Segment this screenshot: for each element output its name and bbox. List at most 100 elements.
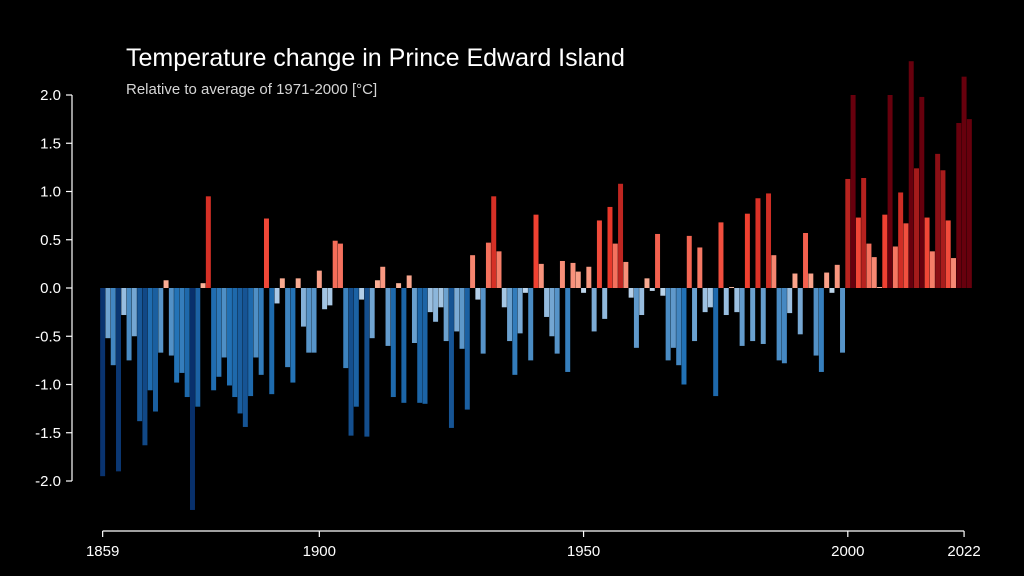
bar-1882 [221, 288, 227, 358]
bar-1872 [168, 288, 174, 356]
bar-1864 [126, 288, 132, 361]
bar-1900 [316, 270, 322, 288]
bar-1893 [279, 278, 285, 288]
bar-2013 [914, 168, 919, 288]
bar-1979 [734, 288, 740, 313]
bar-1895 [290, 288, 296, 383]
bar-1912 [380, 266, 386, 288]
bar-2007 [882, 214, 888, 288]
y-tick-label: 0.0 [40, 280, 61, 297]
bar-1921 [427, 288, 433, 313]
bar-1966 [665, 288, 671, 361]
bar-1905 [343, 288, 349, 369]
bar-1859 [100, 288, 106, 477]
bar-1904 [337, 243, 343, 288]
y-tick-label: 0.5 [40, 232, 61, 249]
bar-1875 [184, 288, 190, 398]
bar-1887 [248, 288, 254, 397]
bar-1891 [269, 288, 275, 395]
bar-1958 [623, 261, 629, 288]
bar-1931 [480, 288, 486, 354]
chart-title: Temperature change in Prince Edward Isla… [126, 44, 625, 72]
bar-1949 [575, 271, 581, 288]
bar-1968 [676, 288, 682, 366]
x-tick-label: 2000 [831, 543, 864, 560]
bar-1906 [348, 288, 354, 436]
bar-1925 [448, 288, 454, 428]
bar-2011 [903, 223, 909, 288]
bar-1930 [475, 288, 481, 300]
bar-1860 [105, 288, 111, 339]
bar-1976 [718, 222, 724, 288]
bar-1953 [596, 220, 602, 288]
bar-1909 [364, 288, 370, 437]
bar-2012 [908, 61, 914, 288]
bar-1914 [390, 288, 396, 398]
bar-1885 [237, 288, 243, 414]
bar-1896 [295, 278, 301, 288]
bar-1988 [781, 288, 787, 364]
bar-1922 [433, 288, 439, 322]
bar-1956 [612, 243, 618, 288]
bar-1990 [792, 273, 798, 288]
bar-1874 [179, 288, 185, 373]
bar-1993 [808, 273, 814, 288]
bar-2005 [871, 257, 877, 288]
bar-1908 [359, 288, 365, 300]
bar-1947 [565, 288, 571, 372]
bar-1937 [512, 288, 518, 375]
bar-1978 [729, 287, 735, 288]
x-tick-label: 2022 [947, 543, 980, 560]
bar-1884 [232, 288, 238, 398]
bar-2014 [919, 96, 925, 289]
bar-1970 [686, 235, 692, 288]
x-axis: 1859 1900 1950 2000 2022 [86, 530, 981, 560]
bar-1911 [374, 280, 380, 288]
bar-1861 [110, 288, 116, 366]
bar-1982 [750, 288, 756, 342]
bar-1877 [195, 288, 201, 407]
bar-1924 [443, 288, 449, 342]
bar-1998 [834, 264, 840, 288]
bar-1972 [697, 247, 703, 288]
y-tick-label: 1.5 [40, 135, 61, 152]
bar-1929 [470, 255, 476, 288]
bar-1871 [163, 280, 169, 288]
bar-2017 [935, 153, 941, 288]
bar-1963 [649, 288, 655, 291]
bar-2010 [898, 192, 904, 288]
bar-1964 [655, 233, 661, 288]
bar-2018 [940, 170, 946, 288]
bar-1934 [496, 251, 502, 288]
bar-1984 [760, 288, 766, 344]
bar-1915 [396, 283, 402, 288]
bar-2006 [877, 287, 882, 288]
y-axis: 2.0 1.5 1.0 0.5 0.0 -0.5 -1.0 -1.5 -2.0 [35, 87, 73, 490]
chart-subtitle: Relative to average of 1971-2000 [°C] [126, 81, 377, 98]
bar-1883 [226, 288, 232, 386]
bar-1941 [533, 214, 539, 288]
bar-1980 [739, 288, 745, 346]
bar-1994 [813, 288, 819, 356]
bar-1987 [776, 288, 782, 361]
bar-1878 [200, 283, 206, 288]
y-tick-label: 1.0 [40, 184, 61, 201]
bar-1913 [385, 288, 391, 346]
bar-1862 [116, 288, 121, 472]
bar-1890 [263, 218, 269, 288]
bar-1863 [121, 288, 127, 316]
bar-1923 [438, 288, 444, 308]
bars-group [100, 61, 972, 510]
bar-1985 [766, 193, 772, 288]
bar-1907 [353, 288, 359, 407]
bar-2015 [924, 217, 930, 288]
bar-1916 [401, 288, 407, 403]
bar-1999 [840, 288, 846, 353]
bar-1952 [591, 288, 597, 332]
bar-1920 [422, 288, 428, 404]
x-tick-label: 1859 [86, 543, 119, 560]
bar-2016 [929, 251, 935, 288]
bar-2003 [861, 177, 867, 288]
bar-1991 [797, 288, 803, 335]
